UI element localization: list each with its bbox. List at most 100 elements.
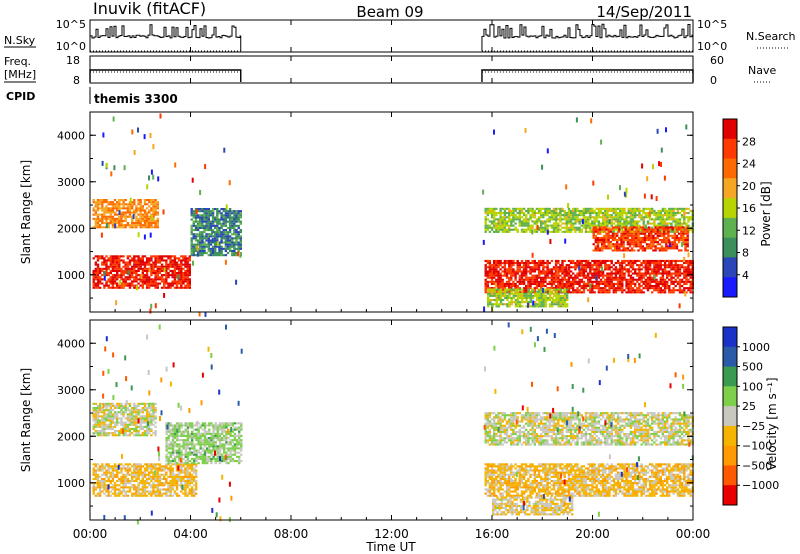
cell-0-2198: [627, 268, 630, 271]
cell-0-3533: [601, 239, 604, 242]
cell-0-3947: [497, 290, 501, 293]
cell-1-515: [116, 475, 119, 478]
cell-0-555: [131, 259, 134, 262]
cell-0-1763: [554, 285, 558, 288]
cell-0-2538: [687, 274, 690, 277]
cell-0-2191: [627, 285, 630, 288]
cell-0-2764: [527, 209, 530, 212]
cell-0-1527: [512, 270, 515, 273]
cell-0-3459: [683, 209, 686, 212]
cell-0-3858: [675, 228, 679, 231]
cell-0-872: [184, 259, 187, 262]
cell-1-7: [92, 415, 95, 418]
cell-0-3436: [678, 222, 682, 225]
cell-1-456: [105, 475, 108, 478]
cell-0-119: [116, 217, 119, 220]
cell-1-434: [101, 473, 104, 476]
cell-0-2950: [572, 226, 575, 229]
cell-0-4006: [516, 296, 520, 299]
cell-0-1571: [520, 276, 524, 279]
cell-0-314: [154, 213, 157, 216]
cell-0-3335: [657, 222, 660, 225]
cell-0-2619: [493, 209, 496, 212]
cell-0-2403: [663, 289, 667, 292]
cell-0-2798: [535, 212, 539, 215]
cell-0-663: [150, 274, 153, 277]
cell-0-2903: [561, 226, 564, 229]
cell-0-1281: [233, 245, 236, 248]
cell-1-345: [148, 402, 151, 405]
cell-1-138: [113, 423, 117, 426]
cell-1-429: [101, 486, 104, 489]
cell-0-2424: [666, 266, 669, 269]
cell-0-2125: [614, 270, 618, 273]
cell-0-3560: [607, 239, 610, 242]
cell-0-3746: [650, 241, 653, 244]
cell-0-1759: [552, 266, 556, 269]
cell-1-155: [116, 407, 119, 410]
cell-1-93: [105, 404, 108, 407]
cell-0-1293: [233, 216, 236, 219]
cell-0-3186: [621, 209, 624, 212]
cell-0-3345: [659, 222, 662, 225]
cell-0-528: [126, 265, 130, 268]
cell-0-2517: [683, 270, 686, 273]
cell-0-2173: [623, 272, 626, 275]
cell-0-934: [192, 222, 195, 225]
cell-0-736: [163, 284, 166, 287]
cell-0-2644: [499, 216, 502, 219]
noise-0-56: [643, 193, 646, 199]
cell-0-1639: [531, 266, 534, 269]
cell-0-143: [120, 215, 123, 218]
cell-1-107: [107, 402, 110, 405]
cell-0-1972: [589, 270, 592, 273]
cell-1-86: [105, 423, 108, 426]
cell-0-868: [184, 269, 187, 272]
cell-0-1771: [554, 266, 558, 269]
cell-0-210: [135, 222, 138, 225]
cell-0-551: [131, 272, 134, 275]
cell-0-3224: [629, 209, 633, 212]
cell-0-2086: [608, 280, 611, 283]
cell-0-2472: [674, 264, 677, 267]
cell-0-3606: [618, 236, 621, 239]
cell-0-1699: [542, 272, 545, 275]
cell-1-161: [118, 421, 121, 424]
cell-0-3297: [646, 207, 650, 210]
cell-0-2809: [540, 228, 543, 231]
cell-0-1119: [214, 239, 217, 242]
cell-0-2665: [503, 218, 507, 221]
cell-1-512: [116, 488, 119, 491]
noise-0-53: [660, 162, 662, 167]
cell-0-2888: [557, 222, 560, 225]
cell-0-472: [116, 261, 119, 264]
cell-0-484: [118, 261, 121, 264]
cell-0-4072: [538, 299, 541, 302]
cell-0-1324: [237, 226, 240, 229]
cell-0-1129: [214, 208, 217, 211]
cell-0-632: [143, 255, 147, 258]
cell-0-1548: [516, 272, 519, 275]
cell-0-2714: [514, 207, 517, 210]
cell-0-4021: [521, 296, 524, 299]
cell-0-3756: [652, 241, 655, 244]
cell-0-2502: [680, 285, 684, 288]
cell-0-249: [141, 207, 144, 210]
cell-0-1423: [495, 268, 498, 271]
cell-1-234: [131, 421, 134, 424]
cell-0-242: [141, 226, 144, 229]
cell-0-2518: [683, 268, 686, 271]
cell-1-33: [96, 417, 100, 420]
cell-0-2121: [614, 278, 618, 281]
cell-1-300: [141, 415, 144, 418]
cell-0-3132: [610, 216, 613, 219]
cell-1-303: [141, 407, 144, 410]
cell-0-2947: [569, 212, 573, 215]
cell-0-3987: [510, 290, 513, 293]
cell-0-3925: [491, 290, 494, 293]
cell-0-2806: [537, 209, 541, 212]
cell-0-146: [120, 207, 123, 210]
cell-0-3832: [669, 234, 672, 237]
cell-0-1778: [557, 285, 560, 288]
cell-0-3086: [601, 230, 605, 233]
